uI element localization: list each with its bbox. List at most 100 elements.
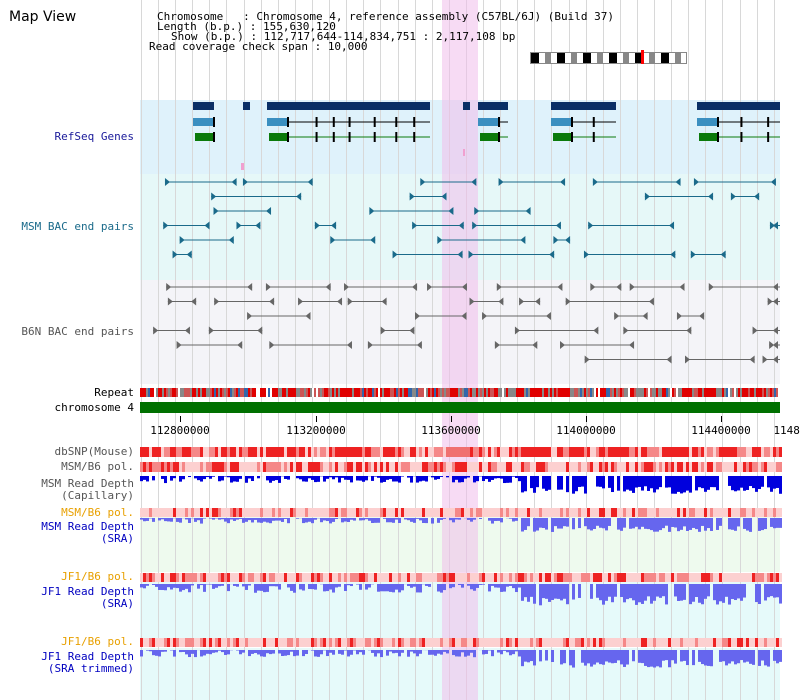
- depth-bar: [518, 476, 521, 482]
- heat-cell: [380, 638, 383, 647]
- heat-cell: [581, 573, 584, 582]
- repeat-segment: [220, 388, 222, 397]
- heat-cell: [155, 462, 158, 472]
- heat-cell: [200, 447, 203, 457]
- heat-cell: [173, 508, 176, 517]
- chromosome-label-track[interactable]: chromosome 4: [54, 401, 134, 414]
- heat-cell: [695, 462, 698, 472]
- heat-cell: [260, 447, 263, 457]
- heat-cell: [473, 508, 476, 517]
- jf1-read-depth-trim-label-1[interactable]: JF1 Read Depth: [41, 650, 134, 663]
- depth-bar: [488, 584, 491, 592]
- heat-cell: [443, 462, 446, 472]
- repeat-segment: [642, 388, 644, 397]
- msm-b6-pol-label-2[interactable]: MSM/B6 pol.: [61, 506, 134, 519]
- depth-bar: [230, 476, 233, 483]
- heat-cell: [764, 447, 767, 457]
- heat-cell: [329, 447, 332, 457]
- heat-cell: [650, 447, 653, 457]
- repeat-segment: [570, 388, 572, 397]
- heat-cell: [458, 638, 461, 647]
- bac-end-marker: [773, 221, 778, 230]
- bac-end-marker: [214, 297, 220, 306]
- repeat-segment: [246, 388, 248, 397]
- depth-bar: [758, 518, 761, 531]
- depth-bar: [323, 476, 326, 482]
- grid-line: [671, 0, 672, 700]
- bac-end-marker: [494, 341, 500, 349]
- repeat-segment: [154, 388, 156, 397]
- bac-end-marker: [482, 312, 488, 320]
- heat-cell: [218, 462, 221, 472]
- repeat-segment: [366, 388, 368, 397]
- heat-cell: [455, 508, 458, 517]
- heat-cell: [701, 508, 704, 517]
- msm-read-depth-cap-label-1[interactable]: MSM Read Depth: [41, 477, 134, 490]
- heat-cell: [776, 638, 779, 647]
- bac-end-marker: [468, 250, 474, 259]
- heat-cell: [635, 447, 638, 457]
- bac-end-marker: [769, 341, 775, 349]
- bac-end-marker: [666, 355, 672, 364]
- heat-cell: [317, 638, 320, 647]
- heat-cell: [686, 573, 689, 582]
- heat-cell: [206, 508, 209, 517]
- heat-cell: [668, 638, 671, 647]
- jf1-b6-pol-label-1[interactable]: JF1/B6 pol.: [61, 570, 134, 583]
- depth-bar: [629, 584, 632, 599]
- depth-bar: [179, 476, 182, 482]
- b6n-bac-end-pairs-label[interactable]: B6N BAC end pairs: [21, 325, 134, 338]
- repeat-segment: [490, 388, 492, 397]
- depth-bar: [773, 476, 776, 489]
- depth-bar: [341, 476, 344, 478]
- depth-bar: [758, 584, 761, 605]
- depth-bar: [272, 518, 275, 521]
- heat-cell: [356, 447, 359, 457]
- chromosome-ideogram[interactable]: [530, 52, 687, 64]
- msm-read-depth-sra-label-1[interactable]: MSM Read Depth: [41, 520, 134, 533]
- show-label: Show (b.p.) :: [171, 30, 264, 43]
- heat-cell: [740, 508, 743, 517]
- heat-cell: [662, 508, 665, 517]
- depth-bar: [419, 650, 422, 654]
- depth-bar: [296, 518, 299, 519]
- repeat-segment: [204, 388, 206, 397]
- depth-bar: [737, 476, 740, 491]
- bac-end-marker: [679, 283, 685, 291]
- depth-bar: [500, 584, 503, 592]
- depth-bar: [152, 650, 155, 656]
- heat-cell: [440, 638, 443, 647]
- depth-bar: [401, 584, 404, 591]
- heat-cell: [752, 573, 755, 582]
- repeat-segment: [306, 388, 308, 397]
- jf1-b6-pol-label-2[interactable]: JF1/B6 pol.: [61, 635, 134, 648]
- repeat-segment: [496, 388, 498, 397]
- heat-cell: [509, 573, 512, 582]
- jf1-read-depth-sra-label-1[interactable]: JF1 Read Depth: [41, 585, 134, 598]
- heat-cell: [401, 508, 404, 517]
- heat-cell: [533, 508, 536, 517]
- heat-cell: [431, 447, 434, 457]
- heat-cell: [701, 573, 704, 582]
- depth-bar: [359, 476, 362, 481]
- depth-bar: [347, 584, 350, 586]
- depth-bar: [410, 476, 413, 483]
- grid-line: [569, 0, 570, 700]
- heat-cell: [212, 638, 215, 647]
- bac-end-marker: [545, 312, 551, 320]
- refseq-genes-label[interactable]: RefSeq Genes: [54, 130, 134, 143]
- heat-cell: [680, 573, 683, 582]
- depth-bar: [551, 650, 554, 662]
- depth-bar: [581, 650, 584, 663]
- repeat-segment: [260, 388, 262, 397]
- dbsnp-label[interactable]: dbSNP(Mouse): [54, 445, 134, 458]
- repeat-label[interactable]: Repeat: [94, 386, 134, 399]
- depth-bar: [614, 584, 617, 597]
- msm-bac-end-pairs-label[interactable]: MSM BAC end pairs: [21, 220, 134, 233]
- repeat-segment: [768, 388, 770, 397]
- depth-bar: [671, 476, 674, 494]
- msm-b6-pol-label-1[interactable]: MSM/B6 pol.: [61, 460, 134, 473]
- heat-cell: [143, 573, 146, 582]
- selected-region-highlight[interactable]: [442, 0, 478, 700]
